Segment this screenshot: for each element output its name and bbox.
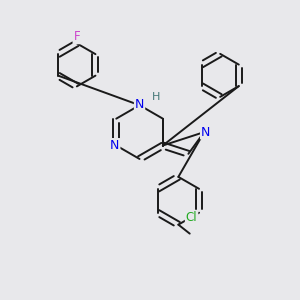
Text: H: H <box>152 92 160 102</box>
Text: Cl: Cl <box>186 211 197 224</box>
Text: N: N <box>135 98 144 111</box>
Text: F: F <box>74 30 80 43</box>
Text: N: N <box>201 126 210 139</box>
Text: N: N <box>110 139 119 152</box>
